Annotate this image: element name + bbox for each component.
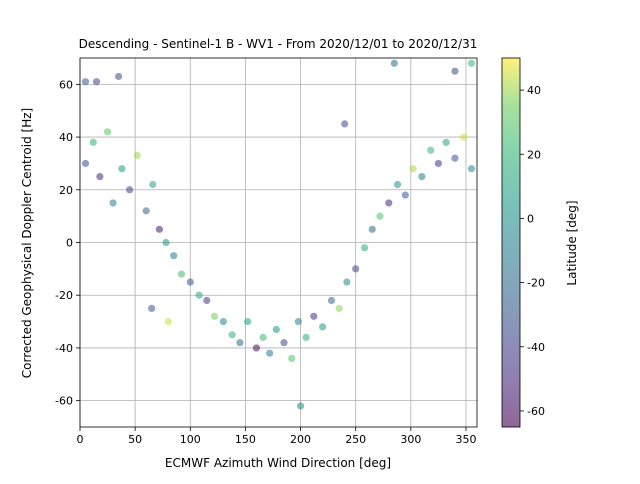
scatter-point: [118, 165, 126, 173]
x-axis-label: ECMWF Azimuth Wind Direction [deg]: [165, 456, 391, 470]
scatter-point: [244, 317, 252, 326]
scatter-point: [310, 312, 318, 320]
scatter-point: [451, 154, 459, 162]
scatter-point: [442, 138, 450, 146]
x-tick-label: 50: [128, 433, 142, 446]
scatter-point: [294, 317, 302, 326]
scatter-point: [186, 278, 194, 286]
scatter-point: [401, 191, 409, 199]
colorbar-tick-label: 40: [527, 84, 541, 97]
outlier-point: [92, 78, 101, 86]
scatter-point: [280, 339, 288, 347]
scatter-point: [219, 317, 227, 326]
grid-lines: [79, 58, 477, 427]
scatter-point: [170, 252, 178, 260]
x-tick-label: 350: [455, 433, 476, 446]
scatter-point: [288, 354, 296, 363]
colorbar-tick-label: 20: [527, 148, 541, 161]
scatter-point: [162, 238, 170, 247]
x-tick-label: 200: [290, 433, 311, 446]
scatter-point: [376, 212, 384, 220]
scatter-point: [149, 180, 157, 189]
outlier-point: [467, 59, 476, 67]
y-tick-label: 60: [59, 78, 73, 91]
scatter-point: [259, 333, 267, 341]
scatter-point: [360, 244, 369, 252]
x-tick-label: 150: [235, 433, 256, 446]
outlier-point: [81, 78, 90, 86]
x-tick-label: 100: [180, 433, 201, 446]
scatter-point: [203, 296, 211, 305]
scatter-point: [467, 165, 476, 173]
y-tick-label: -60: [55, 395, 73, 408]
colorbar-tick-label: -60: [527, 405, 545, 418]
scatter-point: [89, 138, 97, 146]
x-tick-label: 300: [400, 433, 421, 446]
scatter-point: [434, 159, 443, 168]
x-tick-label: 250: [345, 433, 366, 446]
scatter-point: [133, 151, 141, 160]
outlier-point: [148, 304, 156, 312]
scatter-point: [177, 270, 186, 278]
scatter-point: [96, 173, 104, 181]
scatter-point: [155, 225, 163, 233]
scatter-point: [236, 339, 244, 347]
scatter-points: [81, 59, 476, 410]
scatter-point: [418, 173, 426, 181]
y-axis-label: Corrected Geophysical Doppler Centroid […: [20, 108, 34, 378]
colorbar-ticks: -60 -40 -20 0 20 40: [520, 84, 545, 418]
chart-title: Descending - Sentinel-1 B - WV1 - From 2…: [79, 37, 478, 51]
scatter-point: [335, 304, 343, 312]
colorbar-tick-label: -40: [527, 341, 545, 354]
y-axis: -60 -40 -20 0 20 40 60: [55, 78, 80, 408]
scatter-point: [272, 325, 280, 334]
x-axis: 0 50 100 150 200 250 300 350: [77, 427, 476, 446]
scatter-point: [319, 323, 327, 331]
y-tick-label: -20: [55, 289, 73, 302]
scatter-point: [109, 199, 117, 207]
scatter-point: [266, 349, 274, 357]
scatter-point: [343, 278, 351, 286]
scatter-point: [81, 159, 90, 168]
y-tick-label: 40: [59, 131, 73, 144]
colorbar: -60 -40 -20 0 20 40 Latitude [deg]: [501, 57, 579, 428]
scatter-point: [126, 186, 134, 194]
scatter-point: [252, 344, 261, 352]
x-tick-label: 0: [77, 433, 84, 446]
scatter-point: [409, 165, 417, 173]
colorbar-tick-label: -20: [527, 277, 545, 290]
outlier-point: [390, 59, 398, 67]
y-tick-label: -40: [55, 342, 73, 355]
colorbar-gradient: [502, 58, 520, 427]
scatter-point: [210, 312, 219, 320]
outlier-point: [451, 67, 459, 75]
scatter-point: [142, 207, 150, 215]
colorbar-tick-label: 0: [527, 212, 534, 225]
colorbar-frame: [501, 57, 521, 428]
scatter-point: [228, 331, 236, 339]
scatter-point: [302, 333, 310, 341]
scatter-point: [103, 128, 112, 136]
outlier-point: [164, 317, 172, 326]
scatter-point: [394, 180, 402, 189]
scatter-point: [195, 291, 203, 299]
scatter-point: [460, 133, 468, 141]
scatter-point: [352, 265, 360, 273]
scatter-point: [327, 296, 336, 305]
y-tick-label: 20: [59, 184, 73, 197]
outlier-point: [296, 402, 305, 410]
y-tick-label: 0: [66, 237, 73, 250]
scatter-point: [385, 199, 393, 207]
outlier-point: [114, 72, 123, 81]
outlier-point: [341, 120, 349, 128]
colorbar-label: Latitude [deg]: [565, 200, 579, 285]
scatter-point: [427, 146, 435, 154]
scatter-point: [368, 225, 376, 233]
